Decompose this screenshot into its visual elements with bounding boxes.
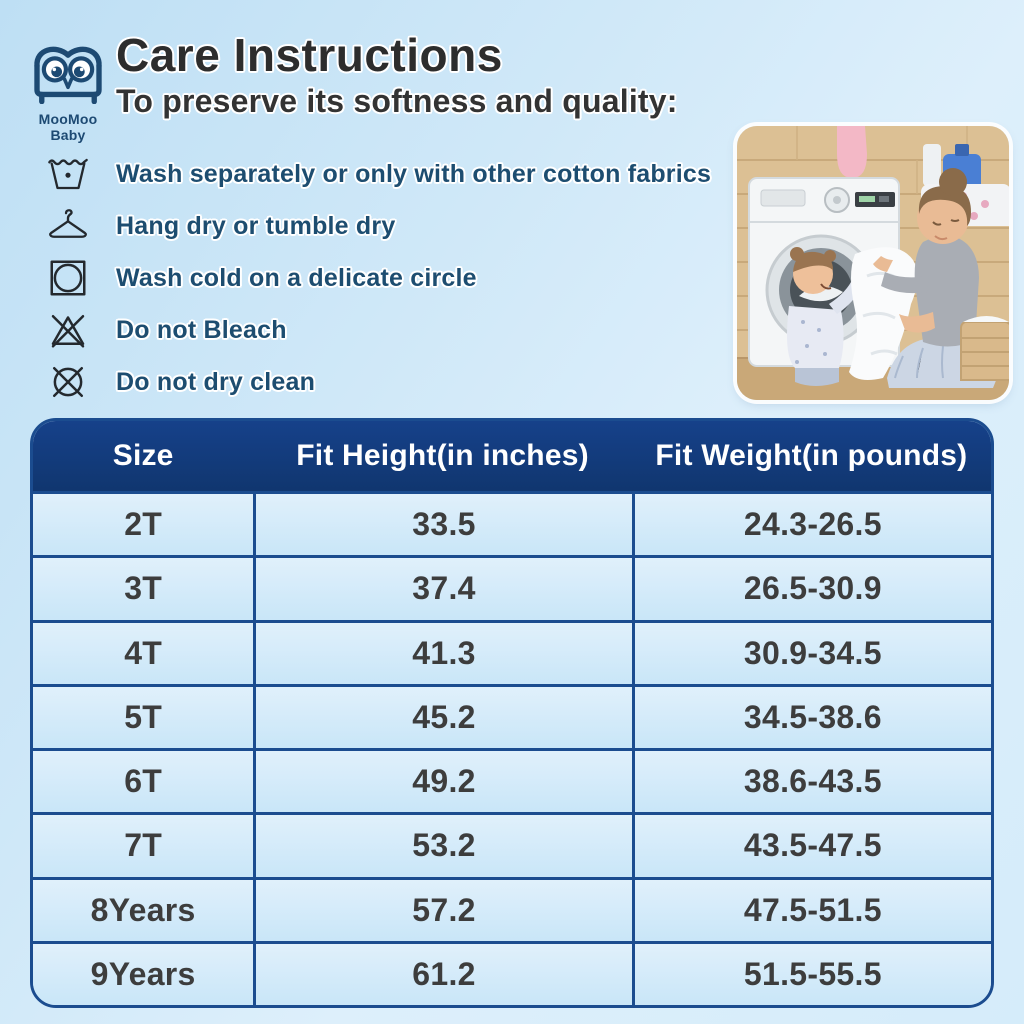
header: Care Instructions To preserve its softne… bbox=[116, 30, 678, 120]
table-row: 8Years 57.2 47.5-51.5 bbox=[33, 876, 991, 941]
tumble-dry-icon bbox=[44, 256, 92, 300]
care-item-wash-cold: Wash cold on a delicate circle bbox=[44, 252, 744, 304]
brand-name: MooMoo Baby bbox=[38, 111, 98, 143]
table-row: 7T 53.2 43.5-47.5 bbox=[33, 812, 991, 877]
col-header-size: Size bbox=[112, 439, 174, 472]
cell-weight: 34.5-38.6 bbox=[631, 686, 991, 748]
care-item-hang-dry: Hang dry or tumble dry bbox=[44, 200, 744, 252]
care-instruction-list: Wash separately or only with other cotto… bbox=[44, 148, 744, 408]
brand-logo: MooMoo Baby bbox=[22, 42, 114, 143]
cell-weight: 43.5-47.5 bbox=[631, 815, 991, 877]
table-row: 2T 33.5 24.3-26.5 bbox=[33, 491, 991, 556]
cell-weight: 51.5-55.5 bbox=[631, 943, 991, 1005]
size-chart-table: Size Fit Height(in inches) Fit Weight(in… bbox=[30, 418, 994, 1008]
cell-weight: 30.9-34.5 bbox=[631, 622, 991, 684]
cell-height: 53.2 bbox=[253, 815, 631, 877]
cell-weight: 24.3-26.5 bbox=[631, 494, 991, 556]
cell-height: 37.4 bbox=[253, 558, 631, 620]
page-title: Care Instructions bbox=[116, 29, 503, 81]
care-item-label: Wash separately or only with other cotto… bbox=[116, 159, 712, 188]
table-row: 5T 45.2 34.5-38.6 bbox=[33, 683, 991, 748]
cell-size: 6T bbox=[124, 763, 163, 800]
hanger-icon bbox=[44, 204, 92, 248]
do-not-dry-clean-icon bbox=[44, 360, 92, 404]
cell-weight: 47.5-51.5 bbox=[631, 879, 991, 941]
cell-size: 8Years bbox=[90, 891, 196, 928]
cell-height: 49.2 bbox=[253, 751, 631, 813]
cell-height: 57.2 bbox=[253, 879, 631, 941]
cell-height: 61.2 bbox=[253, 943, 631, 1005]
cell-weight: 38.6-43.5 bbox=[631, 751, 991, 813]
product-photo bbox=[737, 126, 1009, 400]
care-item-label: Do not dry clean bbox=[116, 367, 316, 396]
owl-logo-icon bbox=[29, 46, 107, 108]
cell-height: 41.3 bbox=[253, 622, 631, 684]
do-not-bleach-icon bbox=[44, 308, 92, 352]
care-item-label: Hang dry or tumble dry bbox=[116, 211, 396, 240]
wash-tub-icon bbox=[44, 152, 92, 196]
cell-size: 3T bbox=[124, 570, 163, 607]
table-row: 4T 41.3 30.9-34.5 bbox=[33, 619, 991, 684]
cell-size: 7T bbox=[124, 827, 163, 864]
table-row: 9Years 61.2 51.5-55.5 bbox=[33, 940, 991, 1005]
cell-size: 9Years bbox=[90, 955, 196, 992]
care-item-label: Wash cold on a delicate circle bbox=[116, 263, 477, 292]
col-header-weight: Fit Weight(in pounds) bbox=[655, 439, 968, 472]
care-item-no-bleach: Do not Bleach bbox=[44, 304, 744, 356]
cell-weight: 26.5-30.9 bbox=[631, 558, 991, 620]
table-header-row: Size Fit Height(in inches) Fit Weight(in… bbox=[33, 421, 991, 491]
cell-size: 4T bbox=[124, 634, 163, 671]
care-item-wash: Wash separately or only with other cotto… bbox=[44, 148, 744, 200]
table-row: 3T 37.4 26.5-30.9 bbox=[33, 555, 991, 620]
col-header-height: Fit Height(in inches) bbox=[296, 439, 589, 472]
care-item-no-dry-clean: Do not dry clean bbox=[44, 356, 744, 408]
cell-height: 33.5 bbox=[253, 494, 631, 556]
cell-height: 45.2 bbox=[253, 686, 631, 748]
cell-size: 2T bbox=[124, 506, 163, 543]
cell-size: 5T bbox=[124, 698, 163, 735]
table-row: 6T 49.2 38.6-43.5 bbox=[33, 748, 991, 813]
page-subtitle: To preserve its softness and quality: bbox=[116, 82, 678, 119]
care-item-label: Do not Bleach bbox=[116, 315, 287, 344]
